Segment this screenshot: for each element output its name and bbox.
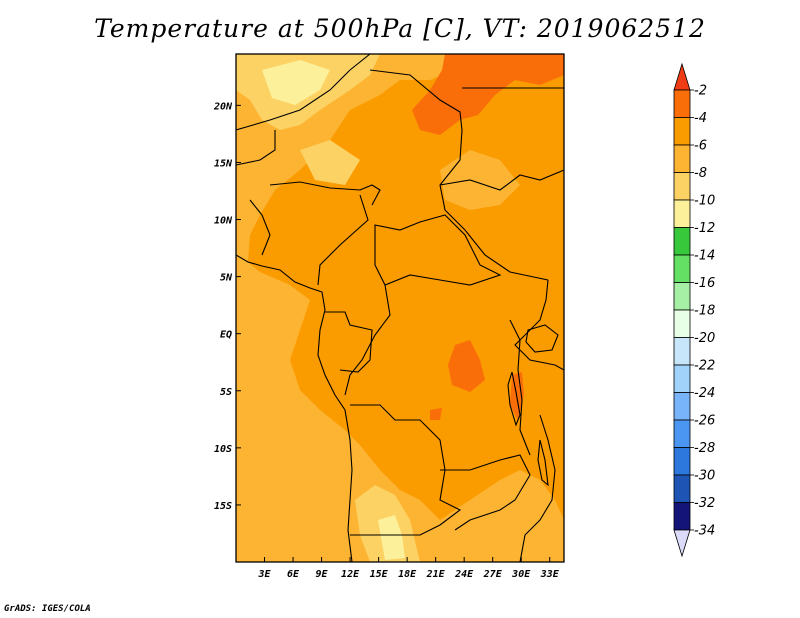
band-minus8-minus6-east [440, 470, 564, 562]
lon-tick-label: 30E [511, 569, 531, 580]
colorbar-label: -26 [694, 414, 715, 429]
colorbar-label: -8 [694, 166, 707, 181]
colorbar-swatch [673, 254, 691, 283]
colorbar-swatch [673, 364, 691, 393]
lat-tick-label: 15N [214, 158, 233, 169]
lat-tick-label: 5S [220, 387, 232, 398]
colorbar-label: -28 [694, 441, 715, 456]
border-east-africa [514, 279, 564, 371]
coastlines-borders [236, 54, 564, 562]
border-nigeria-cameroon [317, 194, 369, 286]
border-west-sahel [236, 130, 276, 166]
colorbar: -2 -4 -6 -8 -10 -12 -14 -16 -18 -20 -22 -24 -26 -28 -3… [673, 62, 715, 558]
colorbar-label: -16 [694, 276, 715, 291]
lat-tick-label: 10N [214, 216, 233, 227]
lon-tick-label: 24E [454, 569, 474, 580]
border-mozambique-malawi [519, 414, 556, 562]
band-minus4-minus2-katanga [430, 408, 442, 420]
colorbar-swatch [673, 502, 691, 531]
border-zambia [440, 454, 531, 531]
lon-tick-label: 27E [483, 569, 503, 580]
colorbar-swatch [673, 199, 691, 228]
lon-tick-label: 21E [426, 569, 446, 580]
coastline-west-africa [236, 254, 353, 562]
colorbar-label: -22 [694, 359, 715, 374]
colorbar-swatch [673, 117, 691, 146]
border-nigeria-niger [269, 181, 381, 206]
colorbar-top-arrow [673, 62, 691, 91]
colorbar-label: -14 [694, 249, 715, 264]
border-chad-sudan [439, 169, 564, 191]
colorbar-label: -32 [694, 496, 715, 511]
colorbar-bottom-arrow [673, 529, 691, 558]
colorbar-swatch [673, 419, 691, 448]
colorbar-swatch [673, 89, 691, 118]
colorbar-label: -4 [694, 111, 707, 126]
border-drc-east [509, 319, 531, 456]
band-minus4-minus2-libya [412, 54, 564, 135]
lat-tick-label: 15S [214, 501, 232, 512]
border-niger-chad [369, 69, 549, 281]
colorbar-label: -30 [694, 469, 715, 484]
colorbar-swatch [673, 282, 691, 311]
latitude-axis: 20N 15N 10N 5N EQ 5S 10S 15S [213, 101, 241, 512]
colorbar-label: -2 [694, 84, 707, 99]
colorbar-swatch [673, 172, 691, 201]
lon-tick-label: 12E [341, 569, 360, 580]
border-algeria-mali [236, 54, 371, 131]
grads-credit: GrADS: IGES/COLA [4, 604, 91, 614]
band-minus10-minus8-central [300, 140, 360, 185]
colorbar-swatch [673, 337, 691, 366]
colorbar-label: -20 [694, 331, 715, 346]
border-gabon-congo [325, 311, 373, 373]
colorbar-label: -24 [694, 386, 715, 401]
colorbar-label: -6 [694, 139, 707, 154]
colorbar-label: -10 [694, 194, 715, 209]
plot-frame [235, 53, 565, 563]
band-minus12-minus10-south [378, 515, 405, 560]
band-minus4-minus2-congo [448, 340, 485, 392]
lake-victoria [525, 324, 559, 353]
lat-tick-label: 10S [214, 444, 232, 455]
colorbar-swatch [673, 227, 691, 256]
lon-tick-label: 18E [398, 569, 417, 580]
lat-tick-label: 5N [220, 273, 233, 284]
longitude-axis: 3E 6E 9E 12E 15E 18E 21E 24E 27E 30E 33E [257, 557, 560, 580]
lon-tick-label: 3E [257, 569, 271, 580]
chart-title: Temperature at 500hPa [C], VT: 201906251… [94, 14, 706, 43]
lat-tick-label: EQ [220, 330, 232, 341]
lake-malawi [537, 439, 549, 487]
border-guinea-coast [249, 199, 271, 256]
band-minus8-minus6-sudan [440, 150, 520, 210]
contour-fill [236, 54, 564, 562]
colorbar-swatch [673, 447, 691, 476]
band-minus12-minus10-north [262, 60, 330, 105]
colorbar-swatch [673, 144, 691, 173]
border-drc-north [344, 284, 391, 396]
colorbar-label: -12 [694, 221, 715, 236]
lon-tick-label: 9E [316, 569, 329, 580]
lon-tick-label: 6E [287, 569, 300, 580]
lat-tick-label: 20N [213, 101, 233, 112]
lon-tick-label: 15E [370, 569, 389, 580]
band-minus8-minus6-west [236, 54, 470, 562]
colorbar-label: -18 [694, 304, 715, 319]
colorbar-label: -34 [694, 524, 715, 539]
colorbar-swatch [673, 474, 691, 503]
colorbar-swatch [673, 309, 691, 338]
colorbar-swatch [673, 392, 691, 421]
lake-tanganyika [507, 371, 521, 427]
lon-tick-label: 33E [540, 569, 560, 580]
